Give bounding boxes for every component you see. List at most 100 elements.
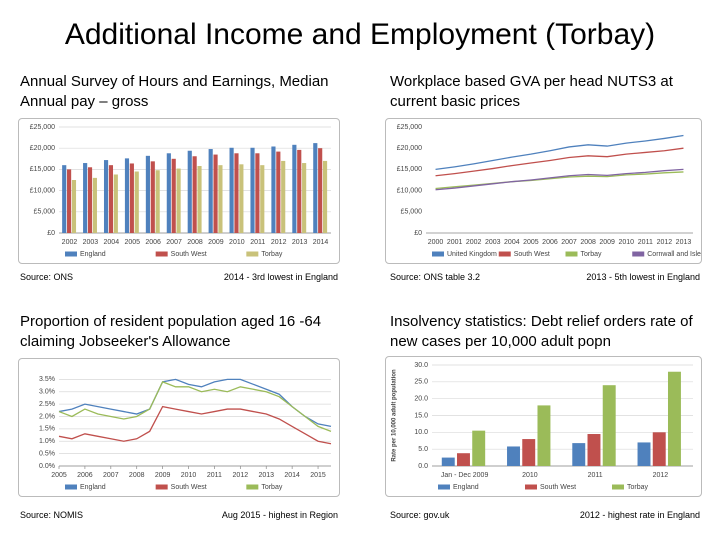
x-tick-label: 2007 xyxy=(103,472,119,479)
x-tick-label: 2010 xyxy=(181,472,197,479)
chart: £0 £5,000 £10,000 £15,000 £20,000 £25,000 2002… xyxy=(18,118,340,264)
bar xyxy=(192,156,197,233)
chart-caption: Annual Survey of Hours and Earnings, Med… xyxy=(20,73,329,110)
y-tick-label: 1.0% xyxy=(39,438,55,445)
line-series xyxy=(435,171,684,190)
x-tick-label: 2013 xyxy=(676,239,692,246)
x-tick-label: 2012 xyxy=(233,472,249,479)
x-tick-label: 2014 xyxy=(284,472,300,479)
x-tick-label: 2001 xyxy=(447,239,463,246)
x-tick-label: 2010 xyxy=(229,239,245,246)
bar xyxy=(197,166,202,233)
bar xyxy=(108,165,114,233)
bar xyxy=(229,147,234,233)
bar xyxy=(187,150,192,233)
x-tick-label: 2002 xyxy=(466,239,482,246)
x-tick-label: 2004 xyxy=(104,239,120,246)
y-tick-label: £25,000 xyxy=(30,124,55,131)
y-tick-label: 5.0 xyxy=(418,446,428,453)
bar xyxy=(537,405,551,466)
y-tick-label: 2.0% xyxy=(39,413,55,420)
y-tick-label: £20,000 xyxy=(30,145,55,152)
y-tick-label: £0 xyxy=(47,230,55,237)
x-tick-label: 2006 xyxy=(77,472,93,479)
bar xyxy=(213,154,218,233)
x-tick-label: 2000 xyxy=(428,239,444,246)
bar xyxy=(145,155,150,233)
bar xyxy=(176,168,181,233)
bar xyxy=(457,453,470,466)
x-tick-label: 2003 xyxy=(83,239,99,246)
legend-swatch xyxy=(155,251,168,257)
y-tick-label: 0.0 xyxy=(418,463,428,470)
y-axis-label: Rate per 10,000 adult population xyxy=(392,369,398,462)
bar xyxy=(507,446,520,466)
note: 2014 - 3rd lowest in England xyxy=(223,272,338,282)
y-tick-label: £10,000 xyxy=(30,187,55,194)
legend-label: Torbay xyxy=(581,251,603,258)
bar xyxy=(297,149,302,233)
bar xyxy=(103,160,109,233)
x-tick-label: 2006 xyxy=(145,239,161,246)
line-series xyxy=(58,405,332,445)
bar xyxy=(587,434,601,466)
chart: 0.0% 0.5% 1.0% 1.5% 2.0% 2.5% 3.0% 3.5% 2005 2006… xyxy=(18,358,340,497)
legend-label: England xyxy=(453,484,479,491)
line-series xyxy=(435,168,684,191)
x-tick-label: 2006 xyxy=(542,239,558,246)
legend-swatch xyxy=(565,251,578,257)
y-tick-label: 3.0% xyxy=(39,389,55,396)
bar xyxy=(155,170,160,233)
legend-swatch xyxy=(632,251,645,257)
bar xyxy=(652,432,666,466)
x-tick-label: 2005 xyxy=(124,239,140,246)
y-tick-label: £25,000 xyxy=(397,124,422,131)
legend-swatch xyxy=(432,251,444,257)
slide-title: Additional Income and Employment (Torbay… xyxy=(64,18,656,51)
bar xyxy=(250,147,255,233)
bar xyxy=(129,163,134,233)
x-tick-label: 2012 xyxy=(271,239,287,246)
bar xyxy=(302,163,307,233)
x-tick-label: 2012 xyxy=(653,472,669,479)
legend-label: United Kingdom xyxy=(447,251,497,258)
bar xyxy=(67,169,72,233)
bar xyxy=(218,165,223,233)
x-tick-label: 2013 xyxy=(258,472,274,479)
bar xyxy=(602,385,616,466)
y-tick-label: 25.0 xyxy=(414,379,428,386)
x-tick-label: 2011 xyxy=(588,472,603,479)
bar xyxy=(166,153,171,233)
bar xyxy=(472,430,486,466)
y-tick-label: £10,000 xyxy=(397,187,422,194)
legend-label: Torbay xyxy=(261,484,283,491)
y-tick-label: £15,000 xyxy=(30,166,55,173)
bar xyxy=(441,457,455,466)
bar xyxy=(271,146,276,233)
bar xyxy=(572,443,586,466)
bar xyxy=(113,174,118,233)
legend-swatch xyxy=(65,484,77,490)
legend-label: South West xyxy=(171,251,207,258)
x-tick-label: 2009 xyxy=(208,239,224,246)
line-series xyxy=(435,147,684,177)
chart-caption: Workplace based GVA per head NUTS3 at cu… xyxy=(390,73,673,110)
bar xyxy=(281,160,286,233)
source: Source: ONS table 3.2 xyxy=(390,272,481,282)
bar xyxy=(276,151,281,233)
source: Source: ONS xyxy=(20,272,74,282)
y-tick-label: 1.5% xyxy=(39,426,55,433)
x-tick-label: 2013 xyxy=(292,239,308,246)
source: Source: gov.uk xyxy=(390,510,450,520)
bar xyxy=(322,160,328,233)
y-tick-label: 15.0 xyxy=(414,412,428,419)
bar xyxy=(260,165,265,233)
line-series xyxy=(58,381,332,432)
legend-swatch xyxy=(65,251,77,257)
bar xyxy=(62,165,67,233)
y-tick-label: 10.0 xyxy=(414,429,428,436)
bar xyxy=(134,171,139,233)
x-tick-label: Jan - Dec 2009 xyxy=(441,472,489,479)
source: Source: NOMIS xyxy=(20,510,84,520)
bar xyxy=(234,153,239,233)
